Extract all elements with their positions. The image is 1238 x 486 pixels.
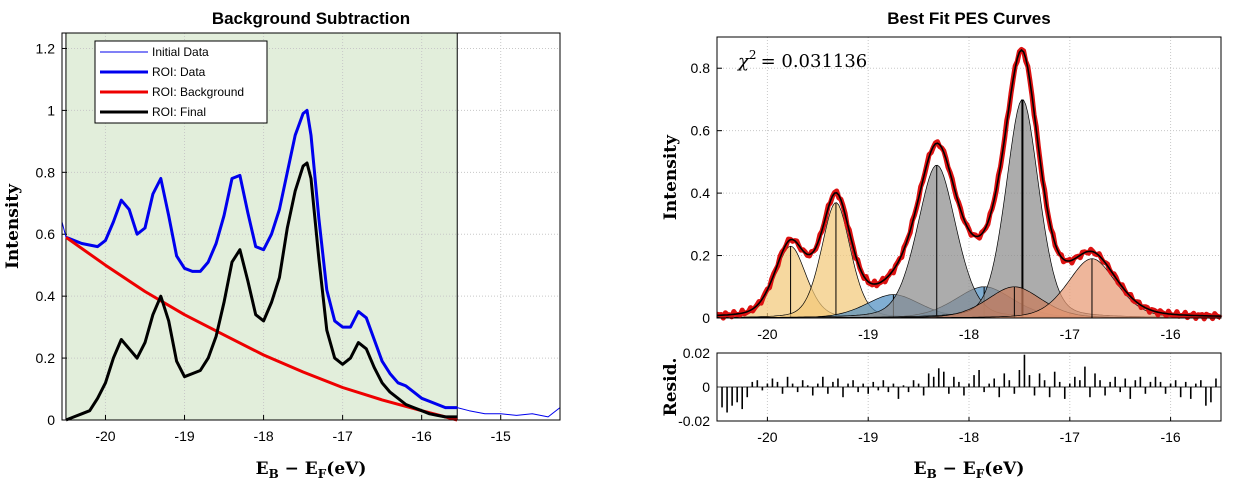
y-tick-label: 0.8: [36, 164, 56, 180]
x-tick-label: -20: [95, 428, 115, 444]
axes-box: [716, 36, 1222, 319]
chi-value: = 0.031136: [761, 51, 868, 72]
y-tick-label: 0.6: [691, 123, 711, 139]
residual-y-axis-label: Resid.: [661, 358, 681, 417]
y-tick-label: 0: [47, 412, 55, 428]
panel-background-subtraction: -20 -19 -18 -17 -16 -15 0 0.2 0.4 0.6 0.8 1 1.2 Backg…: [3, 9, 561, 444]
y-tick-label: 0.2: [691, 248, 711, 264]
x-tick-label: -18: [253, 428, 273, 444]
y-tick-label: 0.4: [691, 185, 711, 201]
x-axis-label: EB − EF(eV): [256, 459, 367, 481]
x-tick-label: -16: [412, 428, 432, 444]
legend-entry: ROI: Background: [152, 85, 244, 99]
series-roi-data: [65, 108, 458, 410]
y-tick-label: 0: [702, 379, 710, 395]
x-tick-label: -15: [491, 428, 511, 444]
series-roi-final: [65, 161, 458, 422]
y-axis-label: Intensity: [661, 134, 681, 220]
y-tick-label: 0.2: [36, 350, 56, 366]
y-tick-label: 0.4: [36, 288, 56, 304]
legend-box: [94, 40, 268, 124]
axes-box: [61, 32, 561, 421]
legend-entry: ROI: Data: [152, 65, 206, 79]
x-tick-label: -19: [174, 428, 194, 444]
y-axis-label: Intensity: [3, 183, 23, 269]
chart-title: Background Subtraction: [212, 9, 410, 28]
y-tick-label: 0: [702, 310, 710, 326]
chi-superscript: 2: [749, 48, 757, 62]
y-tick-label: 1: [47, 102, 55, 118]
y-tick-label: 0.02: [683, 345, 710, 361]
x-tick-label: -17: [333, 428, 353, 444]
x-tick-label: -19: [858, 326, 878, 342]
legend-entry: ROI: Final: [152, 105, 206, 119]
x-tick-label: -18: [959, 326, 979, 342]
x-tick-label: -16: [1160, 429, 1180, 445]
fit-curve: [716, 48, 1222, 317]
y-tick-label: 0.8: [691, 60, 711, 76]
x-tick-label: -17: [1060, 429, 1080, 445]
panel-best-fit: -20 -19 -18 -17 -16 0 0.2 0.4 0.6 0.8 Best Fit PES…: [661, 9, 1223, 342]
x-tick-label: -19: [858, 429, 878, 445]
x-tick-label: -17: [1060, 326, 1080, 342]
y-tick-label: 0.6: [36, 226, 56, 242]
y-tick-label: 1.2: [36, 40, 56, 56]
legend-entry: Initial Data: [152, 45, 209, 59]
axes-box: [716, 352, 1222, 422]
x-tick-label: -20: [757, 429, 777, 445]
series-roi-background: [65, 236, 458, 422]
chi-squared-annotation: χ2 = 0.031136: [736, 48, 867, 72]
x-tick-label: -16: [1160, 326, 1180, 342]
chi-symbol: χ: [736, 51, 750, 72]
x-axis-label: EB − EF(eV): [914, 459, 1025, 481]
x-tick-label: -18: [959, 429, 979, 445]
x-tick-label: -20: [757, 326, 777, 342]
legend: Initial Data ROI: Data ROI: Background ROI:…: [94, 40, 268, 124]
chart-title: Best Fit PES Curves: [887, 9, 1050, 28]
y-tick-label: -0.02: [678, 413, 710, 429]
